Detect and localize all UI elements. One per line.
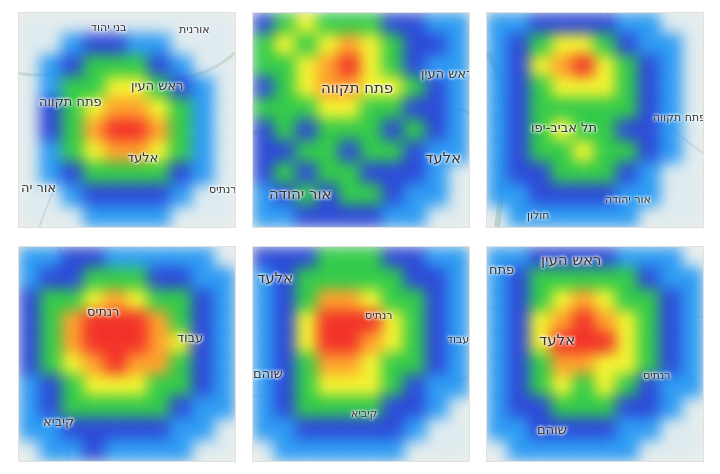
place-label: רנתיס bbox=[365, 309, 393, 322]
place-label: עבוד bbox=[177, 331, 204, 346]
heat-layer bbox=[487, 13, 703, 227]
place-label: תל אביב-יפו bbox=[531, 121, 597, 136]
place-label: פתח תקווה bbox=[321, 79, 394, 97]
place-label: חולון bbox=[527, 209, 550, 222]
heat-layer bbox=[253, 247, 469, 461]
place-label: רנתיס bbox=[209, 183, 236, 196]
heat-layer bbox=[253, 13, 469, 227]
place-label: ראש העין bbox=[131, 79, 184, 94]
place-label: פתח תקווה bbox=[653, 111, 704, 124]
place-label: שוהם bbox=[537, 423, 567, 438]
heatmap-tile-3[interactable]: תל אביב-יפו פתח תקווה אור יהודה חולון bbox=[486, 12, 704, 228]
place-label: שוהם bbox=[253, 367, 283, 382]
heatmap-tile-4[interactable]: רנתיס עבוד קיביא bbox=[18, 246, 236, 462]
place-label: אלעד bbox=[539, 331, 576, 349]
place-label: אלעד bbox=[127, 151, 159, 166]
place-label: עבוד bbox=[447, 333, 470, 346]
heatmap-tile-5[interactable]: אלעד רנתיס עבוד שוהם קיביא bbox=[252, 246, 470, 462]
heat-layer bbox=[487, 247, 703, 461]
place-label: קיביא bbox=[43, 415, 75, 430]
heat-layer bbox=[19, 13, 235, 227]
heatmap-tile-6[interactable]: פתח ראש העין אלעד רנתיס שוהם bbox=[486, 246, 704, 462]
place-label: אור יהודה bbox=[269, 185, 332, 203]
place-label: אור יה bbox=[21, 181, 57, 196]
place-label: קיביא bbox=[351, 407, 378, 420]
place-label: ראש העין bbox=[541, 251, 602, 269]
place-label: רנתיס bbox=[643, 369, 671, 382]
heat-layer bbox=[19, 247, 235, 461]
place-label: אלעד bbox=[425, 149, 462, 167]
heatmap-tile-2[interactable]: ראש העין פתח תקווה אלעד אור יהודה bbox=[252, 12, 470, 228]
place-label: בני יהוד bbox=[91, 21, 127, 34]
place-label: אלעד bbox=[257, 269, 294, 287]
place-label: אור יהודה bbox=[605, 193, 651, 206]
place-label: רנתיס bbox=[87, 305, 120, 320]
place-label: פתח bbox=[489, 263, 515, 278]
heatmap-tile-1[interactable]: בני יהוד אורנית ראש העין פתח תקווה אלעד … bbox=[18, 12, 236, 228]
place-label: ראש העין bbox=[421, 67, 470, 82]
place-label: אורנית bbox=[179, 23, 210, 36]
place-label: פתח תקווה bbox=[39, 95, 102, 110]
